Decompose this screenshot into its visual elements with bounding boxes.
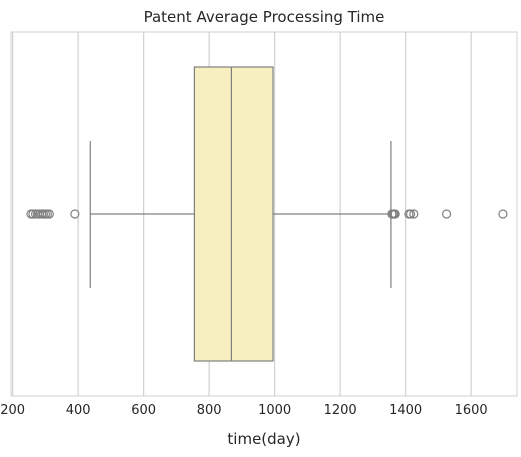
- outlier-point: [499, 210, 507, 218]
- box-plot: [90, 67, 391, 361]
- iqr-box: [194, 67, 273, 361]
- x-tick-label: 1400: [389, 403, 422, 418]
- x-tick-label: 400: [66, 403, 91, 418]
- x-axis-label: time(day): [227, 430, 300, 448]
- x-tick-label: 1000: [258, 403, 291, 418]
- x-axis-ticks: 200 400 600 800 1000 1200 1400 1600: [0, 403, 487, 418]
- chart-title: Patent Average Processing Time: [144, 8, 385, 26]
- x-tick-label: 600: [131, 403, 156, 418]
- x-tick-label: 1600: [455, 403, 488, 418]
- x-tick-label: 200: [0, 403, 25, 418]
- x-tick-label: 800: [197, 403, 222, 418]
- outlier-point: [443, 210, 451, 218]
- x-tick-label: 1200: [324, 403, 357, 418]
